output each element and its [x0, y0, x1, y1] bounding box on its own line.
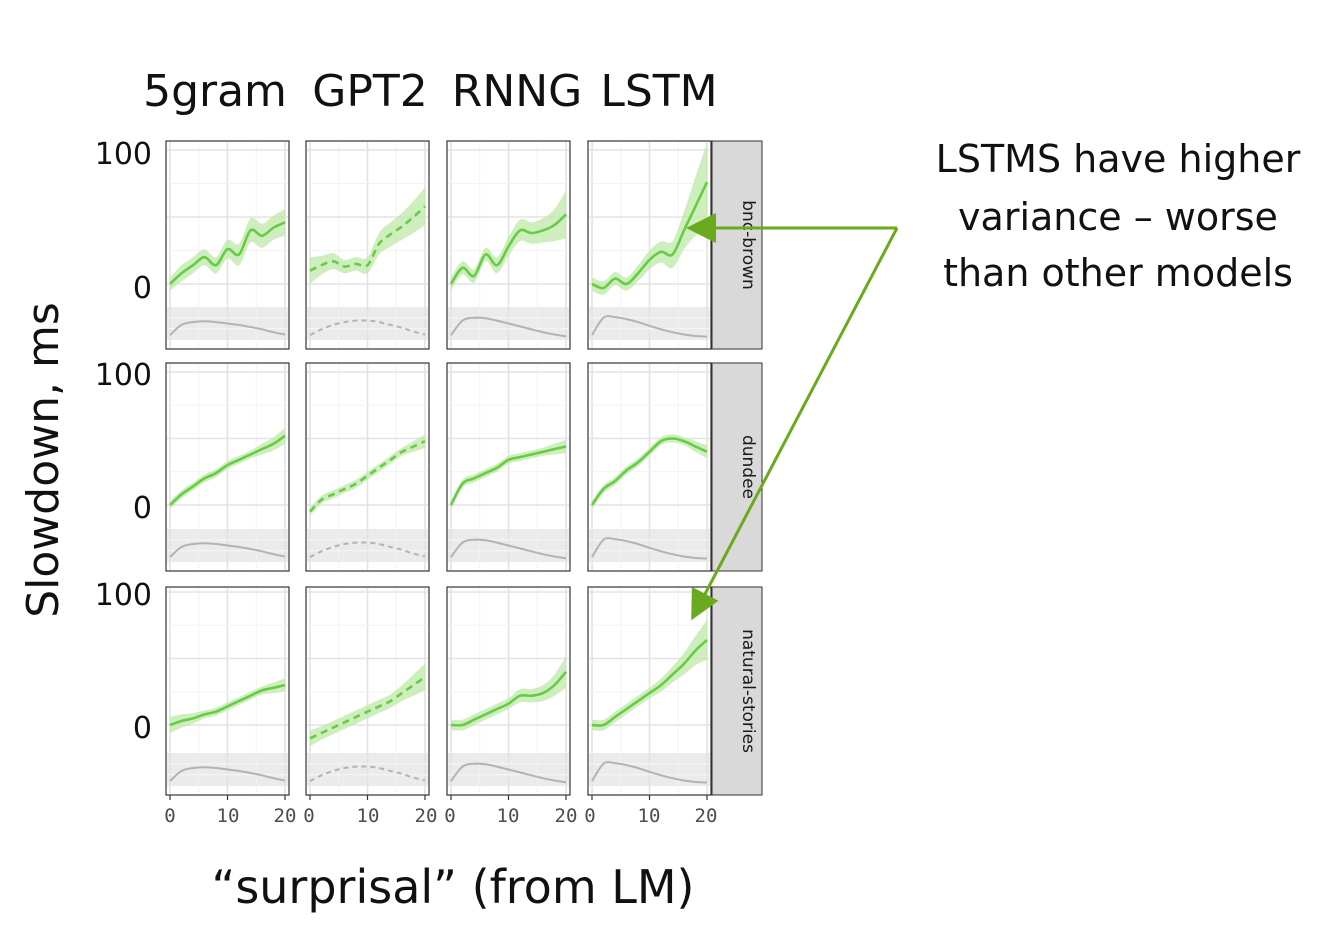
panel-border	[165, 362, 290, 572]
series-line	[169, 221, 286, 285]
panel-border	[446, 362, 571, 572]
confidence-band	[451, 655, 566, 731]
col-title-lstm: LSTM	[600, 66, 717, 117]
density-curve	[169, 542, 286, 558]
annotation: LSTMS have higher variance – worse than …	[686, 137, 1301, 621]
panel-bnc-brown-rnng	[446, 140, 571, 350]
strip-label-dundee: dundee	[738, 435, 758, 499]
x-axis-label: “surprisal” (from LM)	[211, 860, 694, 914]
col-title-5gram: 5gram	[143, 66, 287, 117]
y-tick-100-row1: 100	[95, 137, 152, 172]
x-tick-0-col2: 0	[303, 805, 314, 827]
strip-dundee: dundee	[711, 362, 763, 572]
panel-bnc-brown-5gram	[165, 140, 290, 350]
panel-border	[446, 140, 571, 350]
panel-natural-stories-lstm	[587, 586, 712, 800]
density-curve	[450, 762, 567, 784]
col-title-gpt2: GPT2	[312, 66, 428, 117]
panel-natural-stories-5gram	[165, 586, 290, 800]
y-tick-100-row2: 100	[95, 358, 152, 393]
series-line	[449, 213, 567, 285]
panel-border	[165, 140, 290, 350]
x-tick-10-col3: 10	[497, 805, 520, 827]
series-line	[449, 445, 567, 506]
series-line	[590, 437, 708, 506]
y-axis-label: Slowdown, ms	[18, 302, 69, 618]
y-tick-0-row2: 0	[133, 491, 152, 526]
strip-bnc-brown: bnc-brown	[711, 140, 763, 350]
confidence-band	[310, 434, 425, 516]
panel-border	[305, 362, 430, 572]
panel-border	[587, 362, 712, 572]
density-curve	[309, 319, 426, 336]
y-tick-100-row3: 100	[95, 578, 152, 613]
x-tick-10-col2: 10	[357, 805, 380, 827]
density-curve	[450, 538, 567, 560]
annotation-line-2: variance – worse	[958, 195, 1278, 239]
panel-dundee-lstm	[587, 362, 712, 572]
x-tick-0-col4: 0	[584, 805, 595, 827]
panel-border	[305, 140, 430, 350]
col-title-rnng: RNNG	[452, 66, 583, 117]
x-tick-10-col1: 10	[217, 805, 240, 827]
strip-label-bnc-brown: bnc-brown	[738, 200, 758, 290]
density-curve	[309, 541, 426, 558]
x-tick-20-col2: 20	[415, 805, 438, 827]
panel-natural-stories-gpt2	[305, 586, 430, 800]
x-tick-0-col3: 0	[444, 805, 455, 827]
panel-border	[587, 140, 712, 350]
x-tick-20-col4: 20	[695, 805, 718, 827]
density-curve	[591, 761, 708, 784]
panel-dundee-rnng	[446, 362, 571, 572]
confidence-band	[310, 663, 425, 747]
confidence-band	[170, 427, 285, 509]
annotation-line-3: than other models	[943, 251, 1293, 295]
series-line	[309, 676, 426, 740]
panel-bnc-brown-lstm	[587, 140, 712, 350]
series-line	[591, 638, 708, 727]
series-line	[309, 440, 426, 513]
panel-dundee-gpt2	[305, 362, 430, 572]
series-line	[169, 683, 286, 727]
density-curve	[169, 320, 286, 336]
confidence-band	[592, 434, 707, 509]
strip-label-natural-stories: natural-stories	[738, 629, 758, 753]
density-curve	[591, 315, 708, 338]
x-tick-20-col1: 20	[274, 805, 297, 827]
confidence-band	[592, 143, 707, 295]
y-tick-0-row3: 0	[133, 711, 152, 746]
series-line	[450, 670, 567, 727]
density-curve	[309, 765, 426, 782]
confidence-band	[451, 439, 566, 509]
annotation-line-1: LSTMS have higher	[936, 137, 1301, 181]
x-tick-0-col1: 0	[164, 805, 175, 827]
panel-bnc-brown-gpt2	[305, 140, 430, 350]
x-tick-10-col4: 10	[638, 805, 661, 827]
density-curve	[450, 316, 567, 338]
panel-natural-stories-rnng	[446, 586, 571, 800]
series-line	[309, 205, 426, 272]
density-curve	[169, 766, 286, 782]
panel-dundee-5gram	[165, 362, 290, 572]
density-curve	[591, 537, 708, 560]
confidence-band	[310, 187, 425, 284]
y-tick-0-row1: 0	[133, 271, 152, 306]
confidence-band	[592, 619, 707, 731]
series-line	[169, 434, 286, 506]
x-tick-20-col3: 20	[555, 805, 578, 827]
strip-natural-stories: natural-stories	[711, 586, 763, 796]
panels	[165, 140, 712, 800]
annotation-arrow-bottom	[691, 227, 899, 621]
